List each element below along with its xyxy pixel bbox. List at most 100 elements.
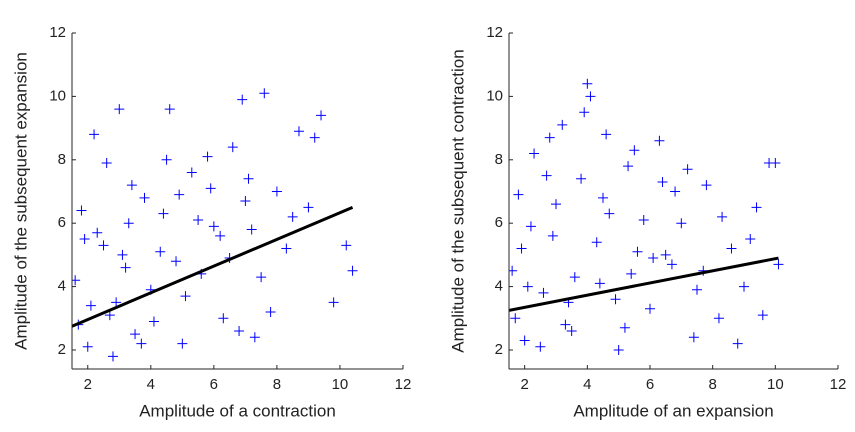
scatter-point: [757, 310, 768, 321]
scatter-point: [569, 272, 580, 283]
scatter-point: [598, 192, 608, 203]
scatter-point: [123, 218, 134, 229]
y-tick-label: 6: [58, 214, 66, 231]
scatter-point: [271, 186, 282, 197]
scatter-point: [164, 104, 175, 115]
scatter-point: [202, 151, 213, 162]
scatter-point: [732, 338, 743, 349]
scatter-point: [509, 265, 518, 276]
x-tick-label: 6: [210, 376, 218, 393]
scatter-point: [259, 88, 270, 99]
scatter-point: [670, 186, 681, 197]
scatter-point: [111, 297, 122, 308]
scatter-point: [657, 176, 668, 187]
scatter-point: [529, 148, 540, 159]
x-tick-label: 8: [708, 376, 716, 393]
scatter-point: [632, 246, 643, 257]
scatter-point: [619, 322, 630, 333]
scatter-point: [114, 104, 125, 115]
x-axis-label: Amplitude of a contraction: [139, 401, 336, 420]
scatter-point: [585, 91, 596, 102]
y-tick-label: 8: [495, 151, 503, 168]
scatter-point: [525, 221, 536, 232]
scatter-point: [682, 164, 693, 175]
scatter-point: [240, 196, 251, 206]
scatter-point: [92, 227, 103, 238]
scatter-point: [601, 129, 612, 140]
scatter-point: [626, 268, 637, 279]
scatter-point: [82, 341, 93, 352]
scatter-point: [522, 281, 533, 292]
scatter-point: [660, 249, 671, 260]
y-tick-label: 10: [49, 87, 66, 104]
y-axis-label: Amplitude of the subsequent contraction: [448, 49, 467, 352]
scatter-point: [161, 154, 172, 165]
scatter-point: [186, 167, 197, 178]
scatter-point: [126, 180, 137, 191]
scatter-point: [654, 135, 665, 146]
scatter-point: [148, 316, 159, 327]
x-tick-label: 4: [583, 376, 591, 393]
scatter-point: [208, 221, 219, 232]
scatter-point: [347, 265, 358, 276]
scatter-point: [139, 192, 150, 203]
scatter-point: [136, 338, 147, 349]
fit-line: [509, 256, 779, 312]
scatter-point: [773, 259, 784, 270]
scatter-point: [645, 303, 655, 314]
scatter-point: [107, 351, 118, 362]
scatter-point: [341, 240, 352, 251]
y-tick-label: 12: [486, 24, 503, 41]
scatter-point: [89, 129, 100, 140]
panel: 2 4 6 8 10 12 2 4 6 8 10 12 Amplitude of a contracti…: [11, 24, 411, 421]
scatter-point: [205, 183, 216, 194]
scatter-point: [604, 208, 615, 219]
scatter-point: [745, 234, 756, 245]
scatter-point: [751, 202, 762, 213]
x-tick-label: 6: [646, 376, 654, 393]
scatter-point: [717, 211, 728, 222]
scatter-point: [610, 294, 621, 305]
scatter-point: [79, 234, 90, 245]
scatter-point: [510, 313, 521, 324]
scatter-point: [629, 145, 640, 156]
scatter-point: [265, 306, 276, 317]
scatter-point: [594, 278, 605, 289]
y-tick-label: 8: [58, 151, 66, 168]
scatter-point: [692, 284, 702, 295]
scatter-point: [281, 243, 292, 254]
scatter-point: [155, 246, 166, 257]
scatter-point: [218, 313, 229, 324]
scatter-point: [293, 126, 304, 137]
scatter-point: [249, 332, 260, 343]
scatter-point: [591, 237, 602, 248]
x-tick-label: 12: [830, 376, 847, 393]
scatter-point: [538, 287, 549, 298]
scatter-point: [666, 259, 677, 270]
x-axis-label: Amplitude of an expansion: [573, 401, 773, 420]
scatter-point: [519, 335, 530, 346]
scatter-point: [516, 243, 527, 254]
scatter-point: [613, 344, 624, 355]
scatter-point: [544, 132, 555, 143]
scatter-point: [237, 94, 248, 105]
y-tick-label: 6: [495, 214, 503, 231]
scatter-point: [309, 132, 320, 143]
scatter-point: [701, 180, 712, 191]
scatter-point: [234, 325, 245, 336]
scatter-point: [120, 262, 131, 273]
scatter-point: [623, 161, 634, 172]
scatter-point: [547, 230, 558, 241]
scatter-point: [180, 291, 191, 302]
plot-area: [509, 78, 784, 355]
scatter-point: [726, 243, 737, 254]
scatter-point: [215, 230, 226, 241]
scatter-point: [76, 205, 87, 216]
scatter-point: [243, 173, 254, 184]
scatter-point: [576, 173, 587, 184]
y-tick-label: 10: [486, 87, 503, 104]
fit-line: [72, 205, 354, 328]
scatter-point: [770, 157, 781, 168]
scatter-point: [328, 297, 339, 308]
